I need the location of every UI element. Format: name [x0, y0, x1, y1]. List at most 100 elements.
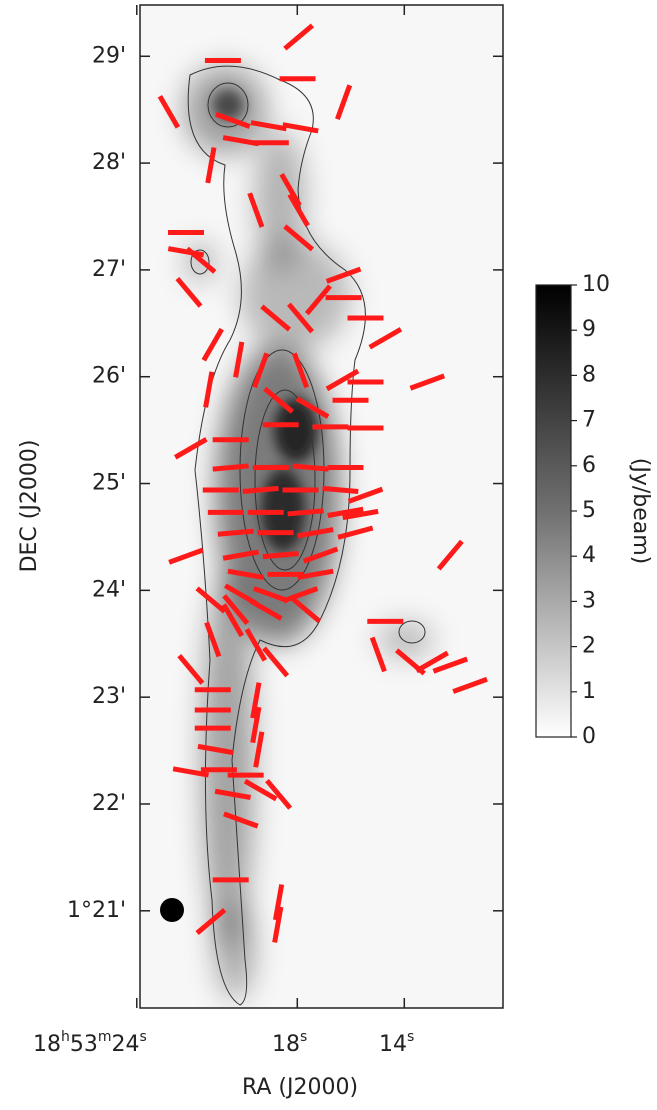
polarization-vector — [195, 586, 227, 614]
polarization-vector — [287, 508, 324, 517]
polarization-vector — [260, 304, 292, 332]
polarization-vector — [263, 386, 294, 414]
polarization-vector — [250, 706, 262, 744]
polarization-vector — [227, 568, 264, 580]
polarization-vector — [452, 676, 488, 694]
y-tick-label: 26' — [92, 364, 126, 389]
polarization-vector — [369, 636, 387, 673]
x-tick-label: 18h53m24s — [33, 1029, 147, 1057]
polarization-vector — [304, 284, 332, 316]
colorbar-tick-label: 2 — [582, 634, 596, 659]
polarization-vector — [205, 147, 217, 184]
polarization-vector — [222, 135, 260, 147]
y-tick-label: 24' — [92, 577, 126, 602]
polarization-vector — [157, 94, 181, 129]
polarization-vector — [197, 743, 234, 756]
polarization-vector — [283, 224, 315, 252]
polarization-vector — [243, 778, 278, 802]
polarization-vector — [291, 352, 310, 389]
polarization-vector — [287, 193, 310, 227]
colorbar-tick-label: 5 — [582, 498, 596, 523]
polarization-vector — [195, 907, 227, 935]
polarization-vector — [297, 527, 334, 539]
polarization-vector — [335, 84, 353, 120]
y-tick-label: 1°21' — [67, 898, 126, 923]
polarization-vector — [212, 463, 249, 472]
colorbar-tick-label: 0 — [582, 724, 596, 749]
polarization-vector — [252, 352, 270, 389]
polarization-vector — [217, 528, 254, 537]
plot-frame — [139, 4, 504, 1009]
polarization-vector — [248, 598, 283, 621]
colorbar-tick-label: 7 — [582, 408, 596, 433]
polarization-vector — [322, 485, 359, 495]
polarization-vector — [167, 246, 205, 258]
colorbar-tick-label: 9 — [582, 317, 596, 342]
x-tick-label: 14s — [379, 1029, 414, 1057]
colorbar-label: (Jy/beam) — [628, 458, 653, 565]
y-tick-label: 23' — [92, 684, 126, 709]
polarization-vector — [436, 539, 464, 571]
y-tick-label: 29' — [92, 43, 126, 68]
x-tick-label: 18s — [272, 1029, 307, 1057]
polarization-vector — [250, 682, 262, 719]
polarization-vector — [295, 396, 330, 419]
polarization-vector — [415, 650, 449, 674]
y-axis-label: DEC (J2000) — [17, 440, 42, 573]
polarization-vector — [203, 371, 215, 408]
polarization-vector — [282, 586, 319, 604]
polarization-vector — [279, 172, 302, 207]
polarization-vector — [325, 368, 360, 392]
polarization-vector — [201, 327, 224, 362]
polarization-vector — [185, 246, 217, 274]
polarization-vector — [290, 596, 321, 624]
polarization-vector — [222, 594, 250, 625]
colorbar — [535, 284, 572, 738]
polarization-vector — [250, 120, 287, 132]
y-tick-label: 27' — [92, 257, 126, 282]
polarization-vector — [214, 788, 251, 800]
polarization-vector — [253, 731, 265, 768]
polarization-vector — [247, 192, 265, 228]
polarization-vector — [221, 603, 244, 638]
polarization-vector — [253, 586, 289, 604]
polarization-vector — [262, 646, 290, 678]
x-axis-label: RA (J2000) — [242, 1075, 358, 1100]
y-tick-label: 22' — [92, 791, 126, 816]
colorbar-tick-label: 4 — [582, 543, 596, 568]
polarization-vector — [292, 463, 329, 472]
polarization-vector — [172, 766, 209, 778]
polarization-vector — [287, 302, 314, 334]
colorbar-tick-label: 8 — [582, 362, 596, 387]
polarization-vector — [175, 276, 203, 308]
polarization-vector — [282, 122, 319, 134]
polarization-vector — [368, 327, 403, 350]
polarization-vector — [168, 547, 204, 565]
polarization-vector — [222, 549, 260, 561]
polarization-vector — [325, 266, 362, 284]
polarization-vector — [272, 884, 285, 921]
polarization-vector — [173, 437, 208, 460]
polarization-vector — [233, 341, 245, 378]
polarization-vector — [347, 486, 384, 504]
polarization-vector — [242, 485, 279, 495]
polarization-vector — [272, 906, 284, 943]
colorbar-tick-label: 10 — [582, 272, 610, 297]
y-tick-label: 28' — [92, 150, 126, 175]
colorbar-tick-label: 1 — [582, 679, 596, 704]
polarization-vector — [177, 653, 205, 685]
polarization-vector — [262, 551, 299, 560]
polarization-vector — [223, 811, 259, 829]
vectors — [157, 23, 488, 943]
polarization-vector — [302, 546, 339, 564]
intensity-map — [140, 5, 503, 1008]
colorbar-tick-label: 3 — [582, 588, 596, 613]
polarization-vector — [432, 656, 469, 674]
polarization-vector — [297, 568, 334, 580]
y-tick-label: 25' — [92, 471, 126, 496]
polarization-vector — [265, 778, 293, 810]
polarization-vector — [283, 23, 315, 51]
polarization-vector — [327, 506, 364, 518]
polarization-vector — [244, 627, 267, 662]
